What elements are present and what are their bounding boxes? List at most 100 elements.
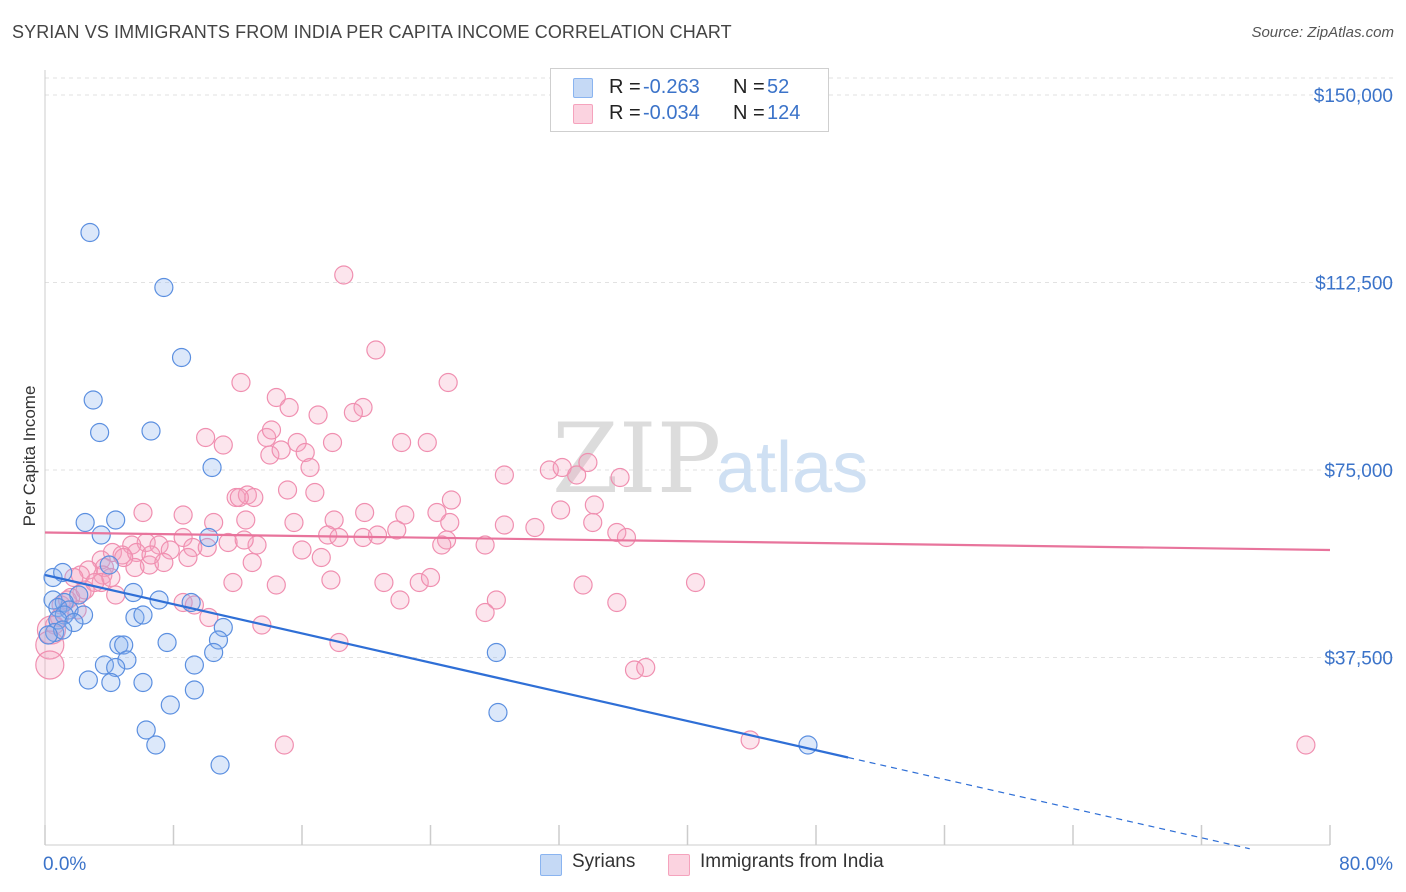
india-trendline xyxy=(44,531,1331,552)
india-point xyxy=(322,432,343,453)
india-point xyxy=(178,547,198,568)
india-point xyxy=(567,465,587,485)
india-point xyxy=(525,517,545,538)
chart-title: SYRIAN VS IMMIGRANTS FROM INDIA PER CAPI… xyxy=(12,22,732,42)
india-point xyxy=(573,575,593,595)
india-point xyxy=(494,515,514,535)
india-point xyxy=(391,432,412,453)
legend-n-value-india: 124 xyxy=(767,102,801,124)
india-point xyxy=(409,572,429,593)
india-point xyxy=(173,505,193,525)
y-tick-label: $37,500 xyxy=(1324,649,1393,670)
legend-r-value-india: -0.034 xyxy=(643,102,700,124)
syrian-point xyxy=(141,421,161,441)
india-point xyxy=(133,502,153,523)
india-point xyxy=(236,510,256,530)
syrian-point xyxy=(488,702,508,723)
tick-labels: $150,000 $112,500 $75,000 $37,500 0.0% 80.0% xyxy=(43,86,1393,875)
india-point xyxy=(287,432,307,453)
syrian-point xyxy=(73,605,94,625)
india-point xyxy=(295,442,315,463)
india-point xyxy=(494,465,514,485)
india-point xyxy=(475,602,495,623)
x-tick-label-min: 0.0% xyxy=(43,854,86,875)
india-point xyxy=(244,487,264,508)
india-point xyxy=(475,535,495,555)
syrian-point xyxy=(202,457,222,478)
syrian-point xyxy=(94,655,115,675)
india-point xyxy=(196,427,216,448)
india-point xyxy=(279,397,299,418)
india-point xyxy=(271,440,291,460)
syrian-point xyxy=(798,735,818,755)
india-point xyxy=(160,540,180,560)
syrian-point xyxy=(64,612,84,633)
india-point xyxy=(223,572,243,593)
india-point xyxy=(261,420,282,440)
india-point xyxy=(277,480,298,500)
india-point xyxy=(390,590,410,610)
syrian-point xyxy=(184,655,204,675)
watermark-atlas: atlas xyxy=(716,428,868,508)
legend-n-value-syrians: 52 xyxy=(767,76,790,98)
india-point xyxy=(440,512,460,533)
india-point xyxy=(292,540,312,560)
india-point xyxy=(274,735,294,755)
trendlines xyxy=(44,531,1331,850)
india-point xyxy=(284,512,304,533)
syrian-point xyxy=(101,672,121,693)
syrian-point xyxy=(210,755,230,775)
india-point xyxy=(607,522,627,543)
india-point xyxy=(610,467,630,488)
syrian-point xyxy=(199,527,219,548)
syrian-point xyxy=(154,277,174,298)
india-point xyxy=(583,512,603,533)
bottom-legend-label-syrians: Syrians xyxy=(572,851,636,872)
india-point xyxy=(213,435,233,455)
source-label: Source: ZipAtlas.com xyxy=(1251,24,1394,41)
india-point xyxy=(334,265,354,285)
india-point xyxy=(417,432,437,453)
syrian-point xyxy=(54,605,74,625)
y-tick-label: $150,000 xyxy=(1314,86,1393,107)
syrian-point xyxy=(123,582,143,603)
watermark: ZIP atlas xyxy=(552,403,868,515)
syrian-point xyxy=(213,617,233,638)
india-point xyxy=(366,340,386,360)
syrian-point xyxy=(171,347,192,368)
x-tick-label-max: 80.0% xyxy=(1339,854,1393,875)
india-point xyxy=(321,570,341,590)
india-point xyxy=(343,402,363,423)
syrian-point xyxy=(91,525,111,545)
india-point xyxy=(578,452,598,473)
syrian-point xyxy=(117,650,137,670)
india-point xyxy=(173,527,193,548)
india-point xyxy=(149,535,169,555)
legend-r-label: R = xyxy=(609,76,641,98)
syrian-point xyxy=(160,695,180,715)
india-point xyxy=(432,535,452,555)
syrian-point xyxy=(133,605,153,625)
syrian-point xyxy=(109,635,129,655)
syrian-point xyxy=(38,625,58,645)
syrian-point xyxy=(106,657,126,678)
syrians-trendline xyxy=(44,573,849,759)
bottom-legend-label-india: Immigrants from India xyxy=(700,851,884,872)
syrian-point xyxy=(486,642,506,663)
y-tick-label: $75,000 xyxy=(1324,461,1393,482)
india-point xyxy=(420,567,441,588)
india-point xyxy=(218,532,238,553)
india-point xyxy=(305,482,325,503)
syrian-point xyxy=(133,672,153,693)
legend-swatch-india xyxy=(573,104,593,124)
bottom-legend-swatch-syrians xyxy=(540,854,562,876)
india-point xyxy=(353,397,373,418)
legend-r-label: R = xyxy=(609,102,641,124)
india-point xyxy=(685,572,706,593)
syrian-point xyxy=(83,390,103,410)
india-point xyxy=(93,565,113,585)
legend-r-value-syrians: -0.263 xyxy=(643,76,700,98)
india-points xyxy=(35,265,1316,755)
india-point xyxy=(1296,735,1316,755)
india-point xyxy=(441,490,461,510)
